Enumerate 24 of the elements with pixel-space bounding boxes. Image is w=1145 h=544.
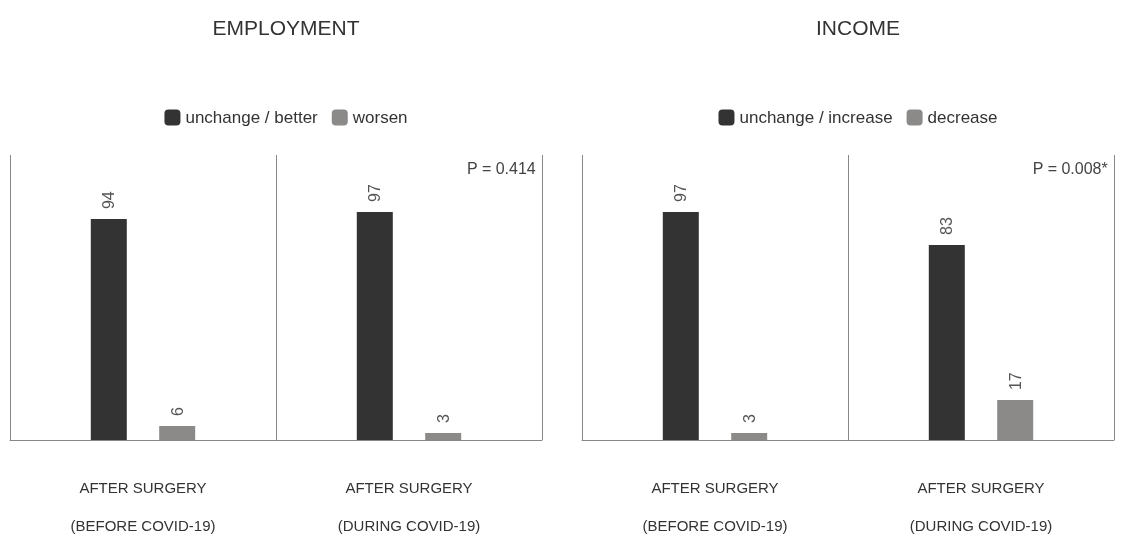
data-label: 3	[434, 413, 452, 423]
bar	[356, 212, 393, 440]
legend-label: unchange / increase	[739, 108, 893, 127]
bar	[662, 212, 699, 440]
data-label: 17	[1006, 372, 1024, 391]
chart-title: INCOME	[816, 16, 900, 39]
chart-title: EMPLOYMENT	[212, 16, 360, 39]
category-label: AFTER SURGERY (DURING COVID-19)	[909, 478, 1053, 534]
text: P = 0.008*	[1032, 159, 1108, 177]
data-label: 94	[100, 191, 118, 210]
legend-label: decrease	[927, 108, 998, 127]
bar	[928, 244, 965, 440]
text: P = 0.414	[467, 159, 536, 177]
legend-label: unchange / better	[185, 108, 319, 127]
data-label: 97	[366, 184, 384, 202]
category-label: AFTER SURGERY (BEFORE COVID-19)	[70, 478, 216, 534]
data-label: 3	[740, 413, 758, 423]
bar	[90, 219, 127, 440]
category-label: AFTER SURGERY (DURING COVID-19)	[337, 478, 481, 534]
category-label: AFTER SURGERY (BEFORE COVID-19)	[642, 478, 788, 534]
data-label: 6	[168, 406, 186, 416]
data-label: 83	[938, 217, 956, 235]
legend-label: worsen	[351, 108, 408, 127]
data-label: 97	[672, 184, 690, 202]
